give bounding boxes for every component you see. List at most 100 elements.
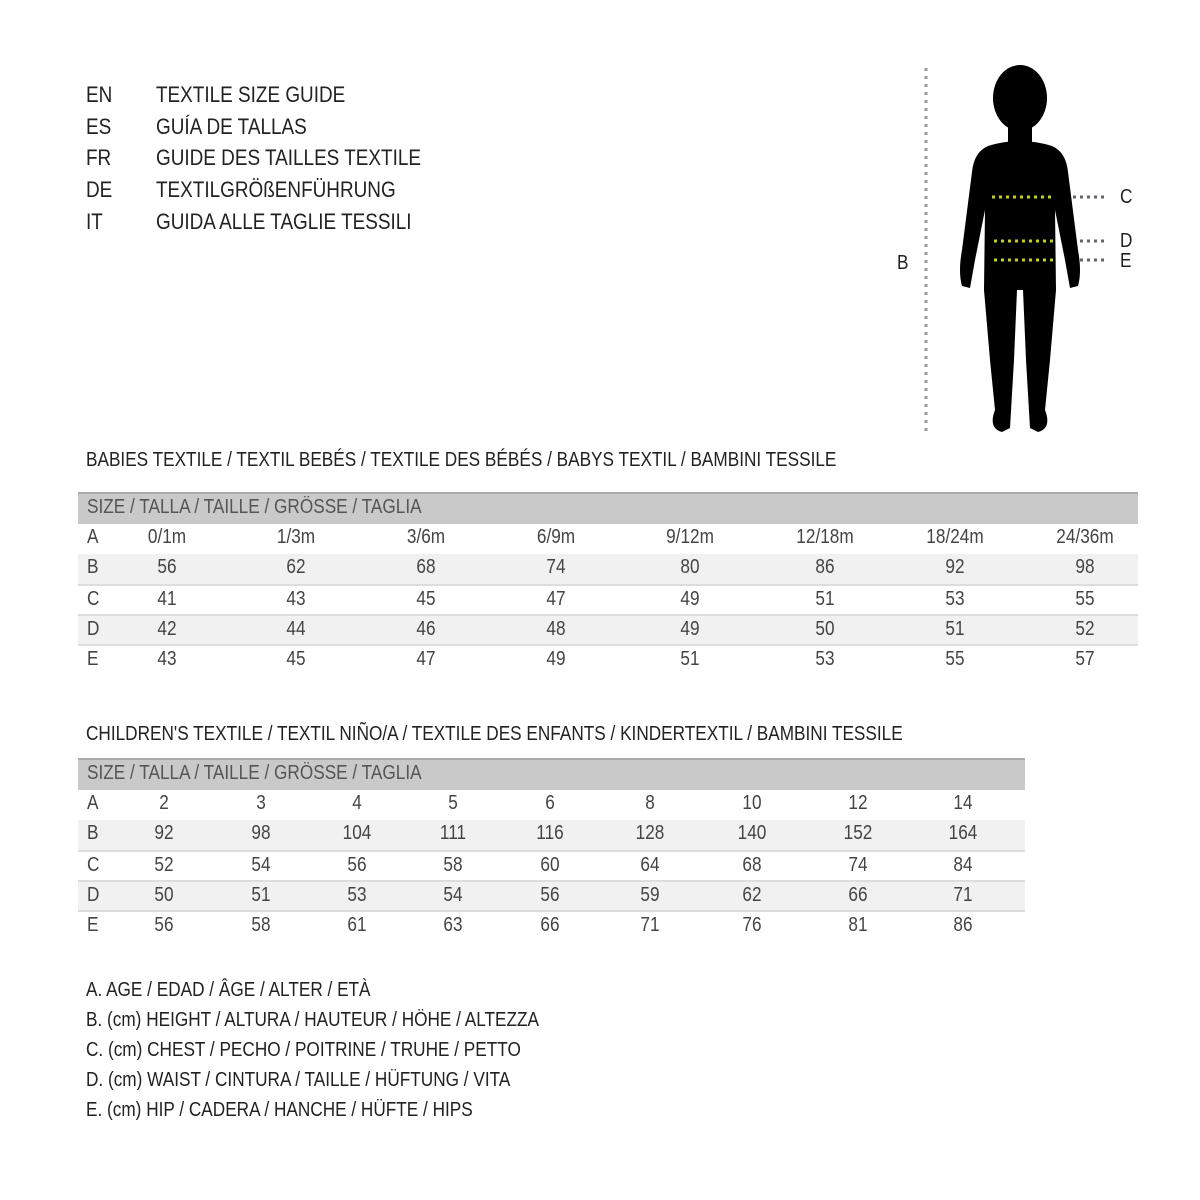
table-cell: 140: [737, 822, 767, 844]
silhouette: [960, 65, 1080, 432]
table-cell: 48: [546, 618, 566, 640]
table-cell: 6: [545, 792, 555, 814]
table-row: B 92 98 104 111 116 128 140 152 164: [78, 820, 1025, 850]
table-cell: 80: [680, 556, 700, 578]
table-cell: 42: [157, 618, 177, 640]
table-cell: 54: [443, 884, 463, 906]
table-cell: 116: [536, 822, 564, 844]
table-cell: 60: [540, 854, 560, 876]
table-row: E 43 45 47 49 51 53 55 57: [78, 644, 1138, 676]
table-cell: 9/12m: [666, 526, 714, 548]
legend-item: E. (cm) HIP / CADERA / HANCHE / HÜFTE / …: [86, 1099, 473, 1121]
legend-item: C. (cm) CHEST / PECHO / POITRINE / TRUHE…: [86, 1039, 521, 1061]
table-row: B 56 62 68 74 80 86 92 98: [78, 554, 1138, 584]
babies-table-title: BABIES TEXTILE / TEXTIL BEBÉS / TEXTILE …: [86, 449, 837, 471]
table-cell: 51: [815, 588, 835, 610]
table-cell: 45: [286, 648, 306, 670]
label-e: E: [1120, 250, 1132, 272]
title-text: TEXTILGRÖßENFÜHRUNG: [156, 177, 396, 202]
table-cell: 44: [286, 618, 306, 640]
table-cell: 41: [157, 588, 177, 610]
table-cell: 47: [546, 588, 566, 610]
lang-code: DE: [86, 177, 113, 202]
table-cell: 57: [1075, 648, 1095, 670]
table-cell: 68: [742, 854, 762, 876]
lang-code: EN: [86, 82, 113, 107]
table-cell: 51: [680, 648, 700, 670]
label-d: D: [1120, 230, 1133, 252]
table-cell: 3: [256, 792, 266, 814]
table-cell: 111: [439, 822, 467, 844]
table-cell: 43: [286, 588, 306, 610]
table-cell: 86: [953, 914, 973, 936]
table-cell: 71: [640, 914, 660, 936]
title-text: GUIDA ALLE TAGLIE TESSILI: [156, 209, 412, 234]
table-cell: 47: [416, 648, 436, 670]
table-cell: 12/18m: [796, 526, 854, 548]
lang-code: ES: [86, 114, 112, 139]
table-cell: 76: [742, 914, 762, 936]
table-cell: 53: [347, 884, 367, 906]
row-label: E: [87, 648, 99, 670]
table-cell: 24/36m: [1056, 526, 1114, 548]
row-label: C: [87, 588, 100, 610]
table-cell: 43: [157, 648, 177, 670]
table-cell: 92: [154, 822, 174, 844]
table-cell: 2: [159, 792, 169, 814]
table-cell: 4: [352, 792, 362, 814]
table-cell: 98: [1075, 556, 1095, 578]
table-cell: 53: [815, 648, 835, 670]
table-cell: 54: [251, 854, 271, 876]
row-label: D: [87, 884, 100, 906]
table-cell: 62: [286, 556, 306, 578]
table-cell: 62: [742, 884, 762, 906]
table-row: D 50 51 53 54 56 59 62 66 71: [78, 880, 1025, 912]
table-cell: 56: [540, 884, 560, 906]
table-cell: 14: [953, 792, 973, 814]
table-cell: 56: [347, 854, 367, 876]
children-table-title: CHILDREN'S TEXTILE / TEXTIL NIÑO/A / TEX…: [86, 723, 903, 745]
label-b: B: [897, 252, 909, 274]
table-cell: 3/6m: [406, 526, 446, 548]
table-cell: 56: [157, 556, 177, 578]
lang-code: IT: [86, 209, 103, 234]
table-cell: 64: [640, 854, 660, 876]
table-header: SIZE / TALLA / TAILLE / GRÖSSE / TAGLIA: [78, 492, 1138, 524]
table-cell: 6/9m: [536, 526, 576, 548]
table-cell: 68: [416, 556, 436, 578]
table-cell: 52: [1075, 618, 1095, 640]
table-cell: 86: [815, 556, 835, 578]
table-cell: 49: [680, 618, 700, 640]
table-cell: 55: [945, 648, 965, 670]
legend-item: B. (cm) HEIGHT / ALTURA / HAUTEUR / HÖHE…: [86, 1009, 540, 1031]
table-cell: 49: [680, 588, 700, 610]
row-label: A: [87, 526, 99, 548]
row-label: B: [87, 822, 99, 844]
row-label: C: [87, 854, 100, 876]
table-cell: 59: [640, 884, 660, 906]
table-cell: 10: [742, 792, 762, 814]
table-cell: 61: [347, 914, 367, 936]
table-cell: 51: [251, 884, 271, 906]
table-cell: 45: [416, 588, 436, 610]
table-cell: 1/3m: [276, 526, 316, 548]
table-header: SIZE / TALLA / TAILLE / GRÖSSE / TAGLIA: [78, 758, 1025, 790]
table-cell: 18/24m: [926, 526, 984, 548]
table-cell: 71: [953, 884, 973, 906]
table-cell: 66: [540, 914, 560, 936]
table-cell: 74: [848, 854, 868, 876]
table-cell: 63: [443, 914, 463, 936]
table-cell: 128: [635, 822, 665, 844]
table-cell: 50: [815, 618, 835, 640]
table-cell: 164: [948, 822, 978, 844]
table-cell: 8: [645, 792, 655, 814]
table-cell: 56: [154, 914, 174, 936]
table-row: E 56 58 61 63 66 71 76 81 86: [78, 910, 1025, 942]
table-row: A 2 3 4 5 6 8 10 12 14: [78, 790, 1025, 820]
child-silhouette-figure: [924, 65, 1105, 432]
row-label: B: [87, 556, 99, 578]
table-cell: 55: [1075, 588, 1095, 610]
table-cell: 46: [416, 618, 436, 640]
header-text: SIZE / TALLA / TAILLE / GRÖSSE / TAGLIA: [87, 496, 422, 518]
header-text: SIZE / TALLA / TAILLE / GRÖSSE / TAGLIA: [87, 762, 422, 784]
